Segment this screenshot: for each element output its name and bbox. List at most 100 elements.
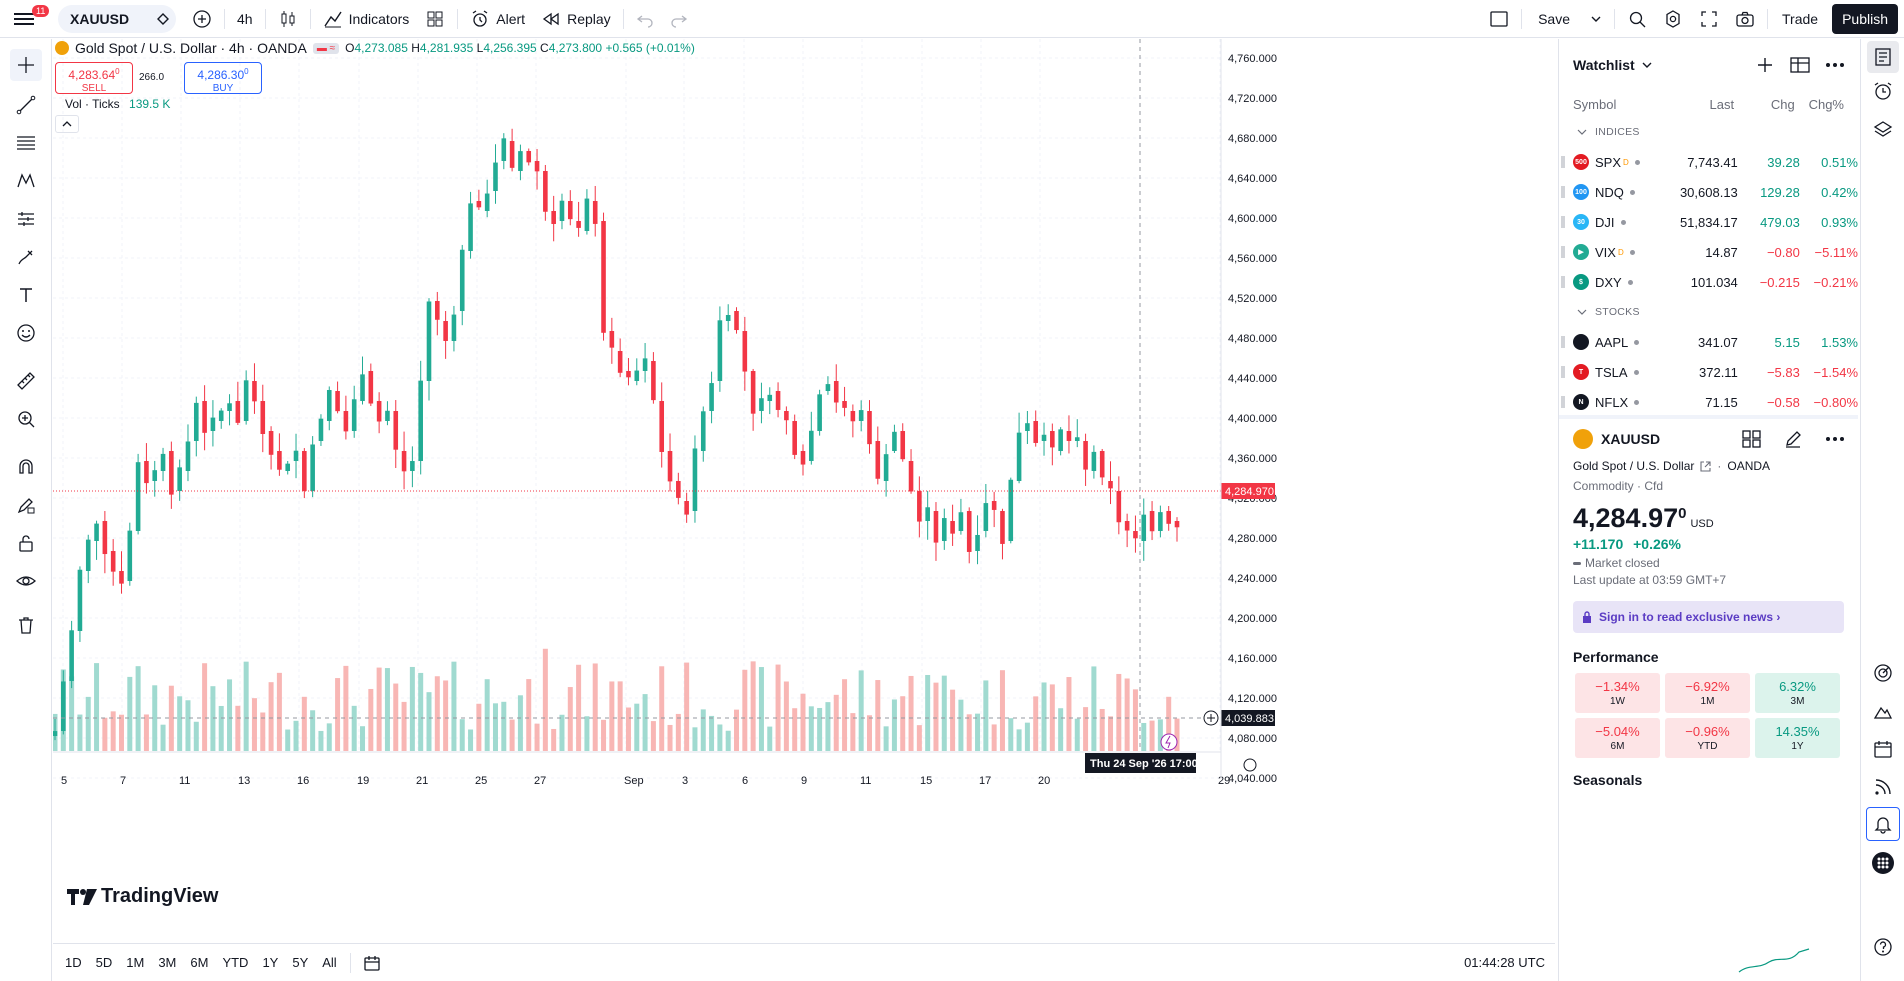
candle-body[interactable] [202,401,207,433]
candle-body[interactable] [360,374,365,401]
candle-body[interactable] [742,331,748,372]
candle-body[interactable] [193,402,199,441]
performance-1w[interactable]: −1.34% 1W [1575,673,1660,713]
candle-body[interactable] [850,411,856,422]
collapse-legend-button[interactable] [55,115,79,133]
trade-button[interactable]: Trade [1782,10,1819,27]
performance-3m[interactable]: 6.32% 3M [1755,673,1840,713]
candle-body[interactable] [1066,431,1072,441]
menu-button[interactable]: 11 [6,4,50,34]
edit-note-icon[interactable] [1784,430,1804,448]
col-last[interactable]: Last [1709,96,1735,112]
candle-body[interactable] [243,380,249,421]
candle-body[interactable] [185,441,191,471]
candle-body[interactable] [1108,481,1113,489]
candle-body[interactable] [69,630,74,681]
candle-body[interactable] [293,450,299,461]
candle-body[interactable] [1174,521,1180,528]
details-symbol[interactable]: XAUUSD [1601,431,1661,447]
candle-body[interactable] [1050,431,1055,448]
fib-tool[interactable] [10,127,42,159]
brush-tool[interactable] [10,241,42,273]
candle-body[interactable] [534,161,540,172]
candle-body[interactable] [501,138,507,161]
candle-body[interactable] [567,201,573,220]
candle-body[interactable] [684,501,689,515]
candle-body[interactable] [351,399,357,431]
candle-body[interactable] [700,411,706,451]
candle-body[interactable] [908,461,914,492]
candle-body[interactable] [368,371,374,404]
candle-body[interactable] [235,401,241,423]
watchlist-row-vix[interactable]: ▶ VIX D 14.87 −0.80 −5.11% [1559,237,1858,267]
candle-body[interactable] [393,411,399,450]
quick-search-button[interactable] [1619,4,1655,34]
candle-body[interactable] [917,491,922,522]
performance-1y[interactable]: 14.35% 1Y [1755,718,1840,758]
candle-body[interactable] [85,539,91,571]
candle-body[interactable] [302,451,307,492]
undo-button[interactable] [628,4,662,34]
more-dots-icon[interactable] [1826,436,1844,442]
candle-body[interactable] [734,311,739,331]
add-symbol-icon[interactable] [1756,56,1774,74]
utc-clock[interactable]: 01:44:28 UTC [1464,955,1545,970]
candle-body[interactable] [493,162,498,191]
candle-body[interactable] [426,301,432,381]
candle-body[interactable] [1149,511,1155,532]
hide-drawings-tool[interactable] [10,565,42,597]
candle-body[interactable] [858,410,864,421]
candle-body[interactable] [634,370,640,381]
candle-body[interactable] [642,358,648,371]
candle-body[interactable] [310,444,315,491]
candle-body[interactable] [717,320,723,381]
price-scale[interactable] [1221,39,1555,939]
candle-body[interactable] [119,571,124,584]
candle-body[interactable] [218,410,224,421]
external-link-icon[interactable] [1700,460,1711,472]
save-button[interactable]: Save [1538,10,1571,27]
candle-body[interactable] [518,151,523,171]
watchlist-row-spx[interactable]: 500 SPX D 7,743.41 39.28 0.51% [1559,147,1858,177]
forecast-tool[interactable] [10,203,42,235]
candle-body[interactable] [551,211,556,224]
candle-body[interactable] [127,530,133,581]
candle-body[interactable] [991,501,997,510]
candle-body[interactable] [833,381,839,403]
apps-tab[interactable] [1867,847,1899,879]
chevron-down-icon[interactable] [1641,59,1653,71]
candle-body[interactable] [584,198,590,231]
redo-button[interactable] [662,4,696,34]
col-chg-pct[interactable]: Chg% [1808,96,1844,112]
watchlist-tab[interactable] [1867,41,1899,73]
candle-body[interactable] [792,421,797,455]
watchlist-row-tsla[interactable]: T TSLA 372.11 −5.83 −1.54% [1559,357,1858,387]
zoom-tool[interactable] [10,403,42,435]
candle-body[interactable] [277,451,282,470]
candle-body[interactable] [385,410,390,421]
alert-button[interactable]: Alert [462,4,533,34]
candle-body[interactable] [53,731,58,736]
chart-pane[interactable]: 4,760.000 4,720.000 4,680.000 4,640.000 4,60… [53,39,1555,939]
candle-body[interactable] [767,394,773,401]
candle-body[interactable] [559,200,565,221]
timeframe-1y-button[interactable]: 1Y [262,955,279,970]
candle-body[interactable] [160,453,166,471]
magnet-tool[interactable] [10,451,42,483]
watchlist-title[interactable]: Watchlist [1573,57,1635,73]
candle-body[interactable] [435,301,440,320]
watchlist-row-dxy[interactable]: $ DXY 101.034 −0.215 −0.21% [1559,267,1858,297]
news-banner[interactable]: Sign in to read exclusive news › [1573,601,1844,633]
candle-body[interactable] [543,171,548,212]
timeframe-ytd-button[interactable]: YTD [222,955,249,970]
candle-body[interactable] [809,430,814,461]
candle-body[interactable] [410,461,415,471]
candle-body[interactable] [709,383,714,411]
timeframe-5y-button[interactable]: 5Y [292,955,309,970]
candle-body[interactable] [459,249,465,311]
candle-body[interactable] [110,551,116,572]
lock-drawings-tool[interactable] [10,527,42,559]
watchlist-row-aapl[interactable]: AAPL 341.07 5.15 1.53% [1559,327,1858,357]
candle-body[interactable] [1016,432,1022,481]
candle-body[interactable] [376,401,382,422]
